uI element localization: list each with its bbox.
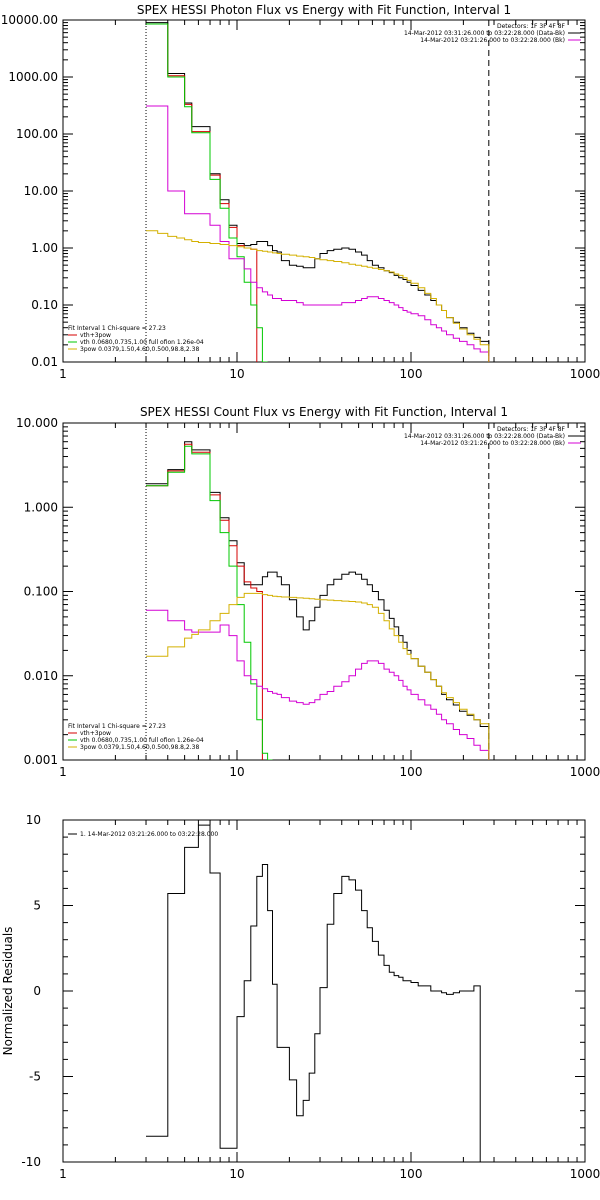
y-tick-label: -5 — [29, 1070, 41, 1084]
series-group — [146, 441, 490, 760]
y-tick-label: 100.00 — [16, 127, 58, 141]
header-legend-text: 14-Mar-2012 03:21:26.000 to 03:22:28.000… — [420, 440, 565, 447]
y-tick-label: 5 — [33, 899, 41, 913]
header-legend-text: Detectors: 1F 3F 4F 8F — [497, 426, 566, 433]
chart-panels: SPEX HESSI Photon Flux vs Energy with Fi… — [1, 3, 600, 1181]
y-tick-label: 10 — [26, 813, 41, 827]
fit-legend-text: Fit Interval 1 Chi-square = 27.23 — [68, 723, 166, 730]
series-line-2 — [146, 445, 273, 760]
x-tick-label: 100 — [400, 367, 423, 381]
header-legend-text: 14-Mar-2012 03:31:26.000 to 03:22:28.000… — [404, 30, 565, 37]
fit-legend-text: Fit Interval 1 Chi-square = 27.23 — [68, 325, 166, 332]
chart-title: SPEX HESSI Count Flux vs Energy with Fit… — [140, 405, 508, 419]
y-tick-label: 0 — [33, 984, 41, 998]
fit-legend-text: vth+3pow — [80, 730, 111, 737]
y-tick-label: 1.000 — [24, 500, 58, 514]
y-tick-label: 10.00 — [24, 184, 58, 198]
y-tick-label: 10000.00 — [1, 13, 58, 27]
x-tick-label: 100 — [400, 765, 423, 779]
fit-legend-text: 1. 14-Mar-2012 03:21:26.000 to 03:22:28.… — [80, 831, 218, 838]
chart-panel-3: 1 10 100 1000 10 5 0 -5 -10 Normalized Residuals 1… — [1, 813, 600, 1181]
chart-title: SPEX HESSI Photon Flux vs Energy with Fi… — [137, 3, 511, 17]
fit-legend-text: 3pow 0.0379,1.50,4.60,0.500,98.8,2.38 — [80, 744, 199, 751]
x-tick-label: 1 — [59, 1167, 67, 1181]
chart-panel-1: SPEX HESSI Photon Flux vs Energy with Fi… — [1, 3, 600, 381]
series-line-4 — [146, 592, 490, 760]
x-tick-label: 1 — [59, 367, 67, 381]
series-line-3 — [146, 105, 490, 362]
series-line-3 — [146, 609, 490, 760]
series-line-2 — [146, 23, 268, 362]
y-tick-label: 0.100 — [24, 585, 58, 599]
chart-panel-2: SPEX HESSI Count Flux vs Energy with Fit… — [16, 405, 600, 779]
series-line-0 — [146, 824, 489, 1162]
y-tick-label: 0.001 — [24, 753, 58, 767]
y-tick-label: 0.10 — [31, 298, 58, 312]
x-tick-label: 10 — [229, 367, 244, 381]
y-tick-label: 0.01 — [31, 355, 58, 369]
fit-legend-text: vth 0.0680,0.735,1.00 full ofion 1.26e-0… — [80, 339, 204, 346]
y-tick-label: 10.000 — [16, 416, 58, 430]
y-tick-label: 0.010 — [24, 669, 58, 683]
y-tick-label: 1000.00 — [8, 70, 58, 84]
series-line-4 — [146, 230, 490, 362]
x-tick-label: 1000 — [570, 1167, 600, 1181]
y-axis-label: Normalized Residuals — [1, 927, 15, 1056]
header-legend-text: 14-Mar-2012 03:31:26.000 to 03:22:28.000… — [404, 433, 565, 440]
y-tick-label: 1.00 — [31, 241, 58, 255]
x-tick-label: 1000 — [570, 367, 600, 381]
x-tick-label: 10 — [229, 765, 244, 779]
x-tick-label: 1000 — [570, 765, 600, 779]
series-group — [146, 824, 489, 1162]
series-group — [146, 22, 490, 362]
y-tick-label: -10 — [21, 1155, 41, 1169]
x-tick-label: 1 — [59, 765, 67, 779]
fit-legend-text: vth+3pow — [80, 332, 111, 339]
header-legend-text: 14-Mar-2012 03:21:26.000 to 03:22:28.000… — [420, 37, 565, 44]
fit-legend-text: 3pow 0.0379,1.50,4.60,0.500,98.8,2.38 — [80, 346, 199, 353]
header-legend-text: Detectors: 1F 3F 4F 8F — [497, 23, 566, 30]
x-tick-label: 10 — [229, 1167, 244, 1181]
x-tick-label: 100 — [400, 1167, 423, 1181]
fit-legend-text: vth 0.0680,0.735,1.00 full ofion 1.26e-0… — [80, 737, 204, 744]
